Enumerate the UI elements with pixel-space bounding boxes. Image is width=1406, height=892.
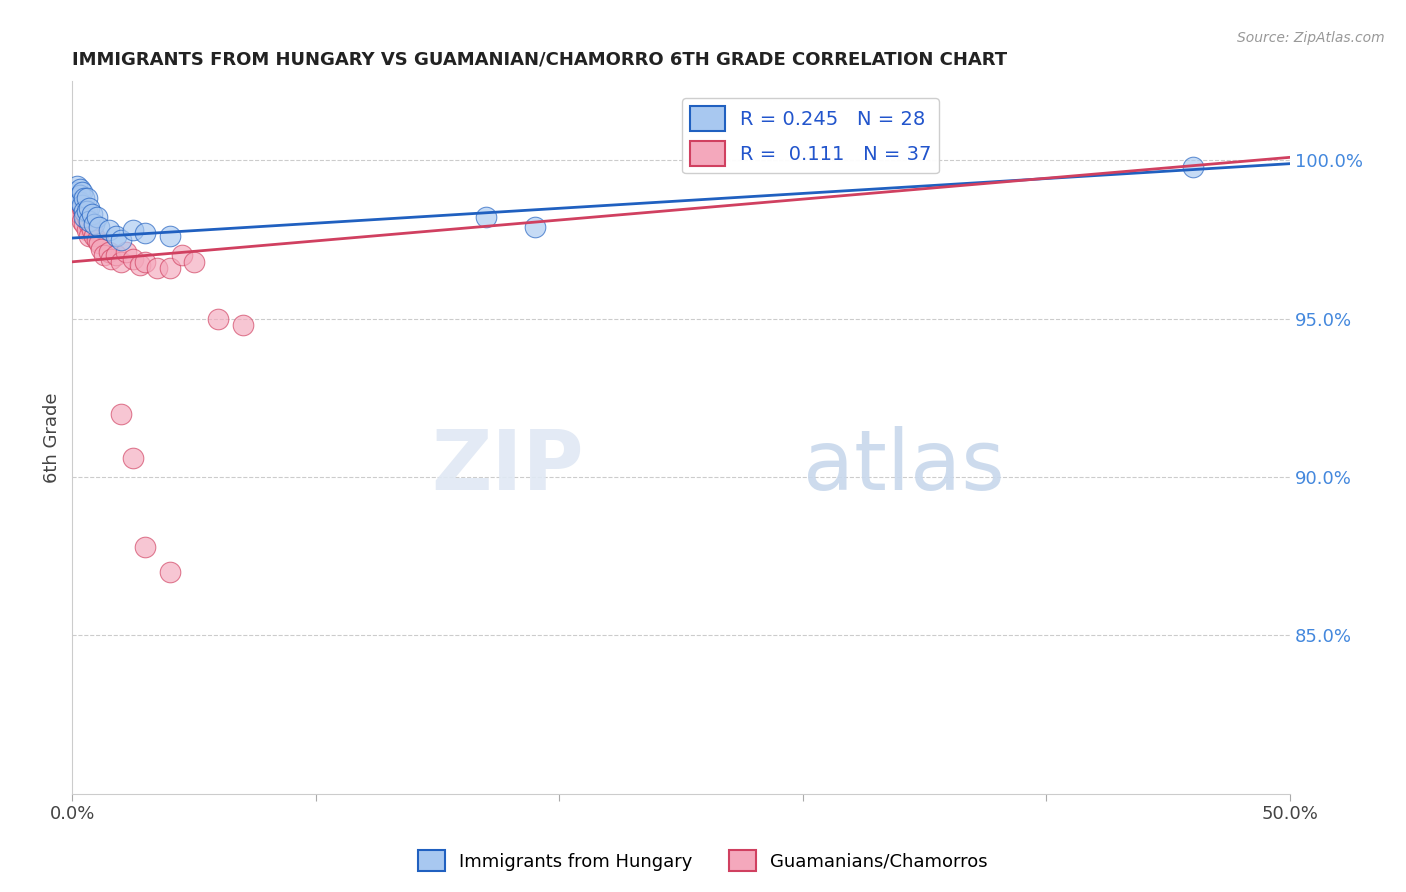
Point [475,211,498,225]
Point [134,255,156,269]
Point [114,245,136,260]
Point [76,204,98,219]
Point [70,213,93,227]
Point [83,217,105,231]
Point [76,211,98,225]
Point [77,229,100,244]
Point [77,201,100,215]
Point [134,227,156,241]
Point [110,233,132,247]
Point [207,311,229,326]
Point [69,182,91,196]
Point [66,192,89,206]
Legend: Immigrants from Hungary, Guamanians/Chamorros: Immigrants from Hungary, Guamanians/Cham… [411,843,995,879]
Point [170,248,193,262]
Point [73,204,96,219]
Point [69,194,91,209]
Point [69,194,91,209]
Point [105,229,128,244]
Point [129,258,152,272]
Y-axis label: 6th Grade: 6th Grade [44,392,60,483]
Point [159,565,181,579]
Point [122,252,145,266]
Point [159,229,181,244]
Point [83,229,105,244]
Point [110,407,132,421]
Point [97,223,120,237]
Point [80,207,103,221]
Point [73,192,96,206]
Point [63,185,86,199]
Text: ZIP: ZIP [432,425,583,507]
Point [73,204,96,219]
Point [87,219,110,234]
Point [86,211,108,225]
Point [97,245,120,260]
Point [159,261,181,276]
Point [134,540,156,554]
Point [146,261,169,276]
Point [232,318,254,332]
Point [93,248,115,262]
Point [63,198,86,212]
Point [100,252,122,266]
Point [87,235,110,250]
Point [73,211,96,225]
Point [66,192,89,206]
Point [76,192,98,206]
Point [73,217,96,231]
Point [90,242,112,256]
Point [77,217,100,231]
Point [66,178,89,193]
Point [70,185,93,199]
Point [105,248,128,262]
Point [86,233,108,247]
Point [77,213,100,227]
Point [76,223,98,237]
Point [122,451,145,466]
Point [524,219,547,234]
Point [69,188,91,202]
Point [70,198,93,212]
Point [80,223,103,237]
Text: Source: ZipAtlas.com: Source: ZipAtlas.com [1237,31,1385,45]
Point [110,255,132,269]
Point [70,201,93,215]
Point [66,204,89,219]
Legend: R = 0.245   N = 28, R =  0.111   N = 37: R = 0.245 N = 28, R = 0.111 N = 37 [682,98,939,173]
Point [122,223,145,237]
Text: atlas: atlas [803,425,1005,507]
Point [1181,160,1204,174]
Text: IMMIGRANTS FROM HUNGARY VS GUAMANIAN/CHAMORRO 6TH GRADE CORRELATION CHART: IMMIGRANTS FROM HUNGARY VS GUAMANIAN/CHA… [72,51,1007,69]
Point [69,207,91,221]
Point [183,255,205,269]
